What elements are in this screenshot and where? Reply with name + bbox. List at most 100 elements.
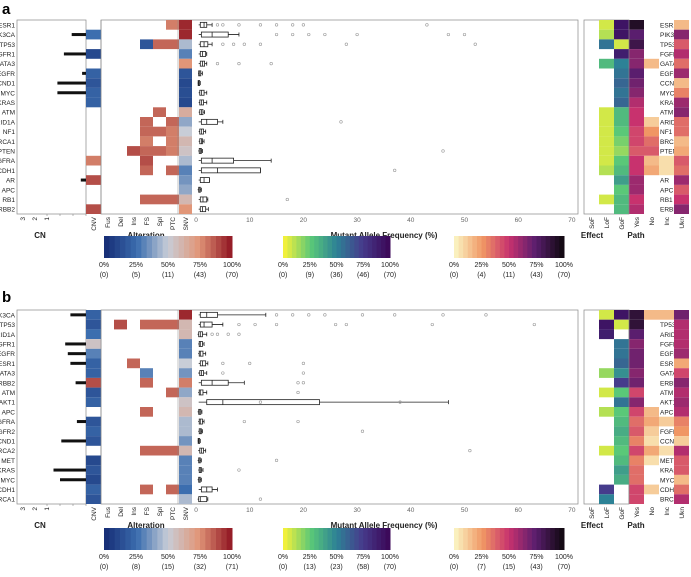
legend-swatch [296,528,302,550]
maf-outlier [301,381,306,385]
alteration-cell [153,39,166,50]
section-label-maf: Mutant Allele Frequency (%) [331,521,438,530]
path-cell [629,39,644,50]
legend-swatch [559,528,565,550]
section-label-maf: Mutant Allele Frequency (%) [331,231,438,240]
legend-swatch [385,236,391,258]
effect-cell [614,49,629,59]
alteration-cell [179,78,192,88]
path-cell [674,20,689,30]
alteration-cell [179,407,192,417]
maf-outlier [301,371,306,375]
alteration-cell [179,455,192,466]
maf-box [199,177,210,183]
maf-outlier [274,458,279,462]
maf-frame [190,309,579,505]
section-label-alteration: Alteration [127,231,164,240]
legend-percent-label: 100% [381,554,399,561]
effect-header: LoF [604,217,611,228]
path-cell [674,155,689,166]
gene-label-right: ARID1A [660,119,684,126]
legend-swatch [336,528,342,550]
maf-outlier [242,419,246,424]
maf-outlier [323,313,327,317]
legend-swatch [527,528,533,550]
legend-count-label: (15) [162,564,174,571]
gene-label-right: TP53 [660,322,676,329]
legend-swatch [454,236,460,258]
gene-label-right: FGFR2 [660,429,682,436]
gene-label-left: ERBB2 [0,207,15,214]
legend-count-label: (7) [477,564,486,571]
path-cell [674,165,689,176]
legend-swatch [536,236,542,258]
effect-cell [614,204,629,214]
effect-cell [614,407,629,417]
effect-cell [599,29,614,40]
legend-count-label: (0) [100,564,109,571]
gene-label-left: BRCA2 [0,448,15,455]
cn-tick-2: 2 [32,217,39,221]
path-cell [674,465,689,475]
alteration-cell [166,126,179,137]
legend-swatch [463,528,469,550]
maf-outlier [274,322,279,327]
effect-cell [614,87,629,98]
legend-swatch [309,236,315,258]
section-label-path: Path [627,231,644,240]
maf-box [206,399,320,406]
cnv-cell [86,68,101,79]
cn-frame [16,19,87,215]
legend-percent-label: 75% [356,554,370,561]
path-cell [674,329,689,340]
alteration-cell [179,416,192,427]
legend-swatch [385,528,391,550]
alteration-cell [140,445,153,456]
legend-count-label: (70) [558,272,570,279]
gene-label-right: FGFR1 [660,341,682,348]
maf-outlier [291,32,295,37]
maf-tick-label: 20 [300,217,308,224]
maf-box [198,350,204,357]
alteration-cell [166,319,179,330]
effect-cell [599,319,614,330]
legend-swatch [287,236,293,258]
legend-swatch [363,236,369,258]
legend-swatch [504,236,510,258]
cnv-cell [86,175,101,185]
legend-swatch [486,528,492,550]
legend-swatch [305,528,311,550]
path-cell [629,184,644,195]
effect-cell [599,445,614,456]
path-cell [629,146,644,156]
effect-cell [614,319,629,330]
alteration-cell [179,377,192,388]
legend-swatch [168,236,174,258]
gene-label-right: NF1 [660,129,673,136]
legend-swatch [114,528,121,550]
path-cell [674,416,689,427]
alteration-cell [153,146,166,156]
legend-percent-label: 50% [161,262,175,269]
maf-outlier [462,32,467,37]
alteration-cell [166,117,179,127]
maf-outlier [221,371,225,375]
path-cell [629,465,644,475]
legend-swatch [345,236,351,258]
effect-cell [614,68,629,79]
path-cell [674,49,689,59]
effect-cell [614,194,629,205]
cnv-cell [86,416,101,427]
legend-swatch [141,236,148,258]
effect-cell [614,368,629,378]
section-label-effect: Effect [581,231,604,240]
legend-percent-label: 100% [381,262,399,269]
maf-outlier [344,42,348,46]
legend-swatch [531,236,537,258]
cnv-cell [86,377,101,388]
maf-outlier [258,23,263,27]
effect-cell [599,117,614,127]
alteration-cell [166,194,179,205]
legend-swatch [340,236,346,258]
